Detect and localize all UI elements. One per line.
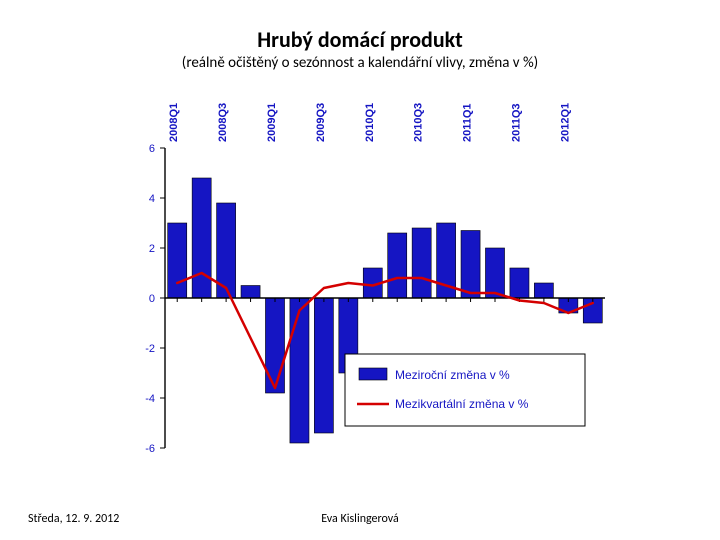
bar: [314, 298, 333, 433]
x-tick-label: 2012Q1: [559, 103, 571, 142]
x-tick-label: 2010Q3: [413, 103, 425, 142]
slide-title: Hrubý domácí produkt: [0, 26, 720, 53]
bar: [265, 298, 284, 393]
y-tick-label: 0: [149, 293, 155, 305]
x-tick-label: 2008Q1: [168, 103, 180, 142]
y-tick-label: 2: [149, 243, 155, 255]
bar: [388, 233, 407, 298]
chart-svg: -6 -4 -2 0 2 4 6 2008Q1 2008Q3 2009Q1 2009Q3 2010Q1…: [95, 88, 625, 468]
x-tick-label: 2011Q3: [510, 103, 522, 142]
x-tick-label: 2009Q1: [266, 103, 278, 142]
x-tick-label: 2009Q3: [315, 103, 327, 142]
legend-label: Mezikvartální změna v %: [395, 397, 529, 411]
footer-author: Eva Kislingerová: [0, 512, 720, 526]
y-tick-label: -6: [145, 443, 155, 455]
bar: [168, 223, 187, 298]
x-tick-label: 2011Q1: [462, 103, 474, 142]
x-tick-label: 2008Q3: [217, 103, 229, 142]
bar: [290, 298, 309, 443]
bar: [192, 178, 211, 298]
bar: [412, 228, 431, 298]
legend-swatch-bar: [359, 368, 387, 380]
bar: [510, 268, 529, 298]
legend-label: Meziroční změna v %: [395, 368, 510, 382]
slide-subtitle: (reálně očištěný o sezónnost a kalendářn…: [0, 54, 720, 72]
y-tick-label: 6: [149, 143, 155, 155]
y-tick-label: -2: [145, 343, 155, 355]
y-tick-label: 4: [149, 193, 155, 205]
y-tick-label: -4: [145, 393, 155, 405]
bar: [241, 286, 260, 299]
gdp-chart: -6 -4 -2 0 2 4 6 2008Q1 2008Q3 2009Q1 2009Q3 2010Q1…: [95, 88, 625, 468]
bar: [461, 231, 480, 299]
x-tick-label: 2010Q1: [364, 103, 376, 142]
bar: [534, 283, 553, 298]
bar: [485, 248, 504, 298]
legend-box: [345, 354, 585, 426]
